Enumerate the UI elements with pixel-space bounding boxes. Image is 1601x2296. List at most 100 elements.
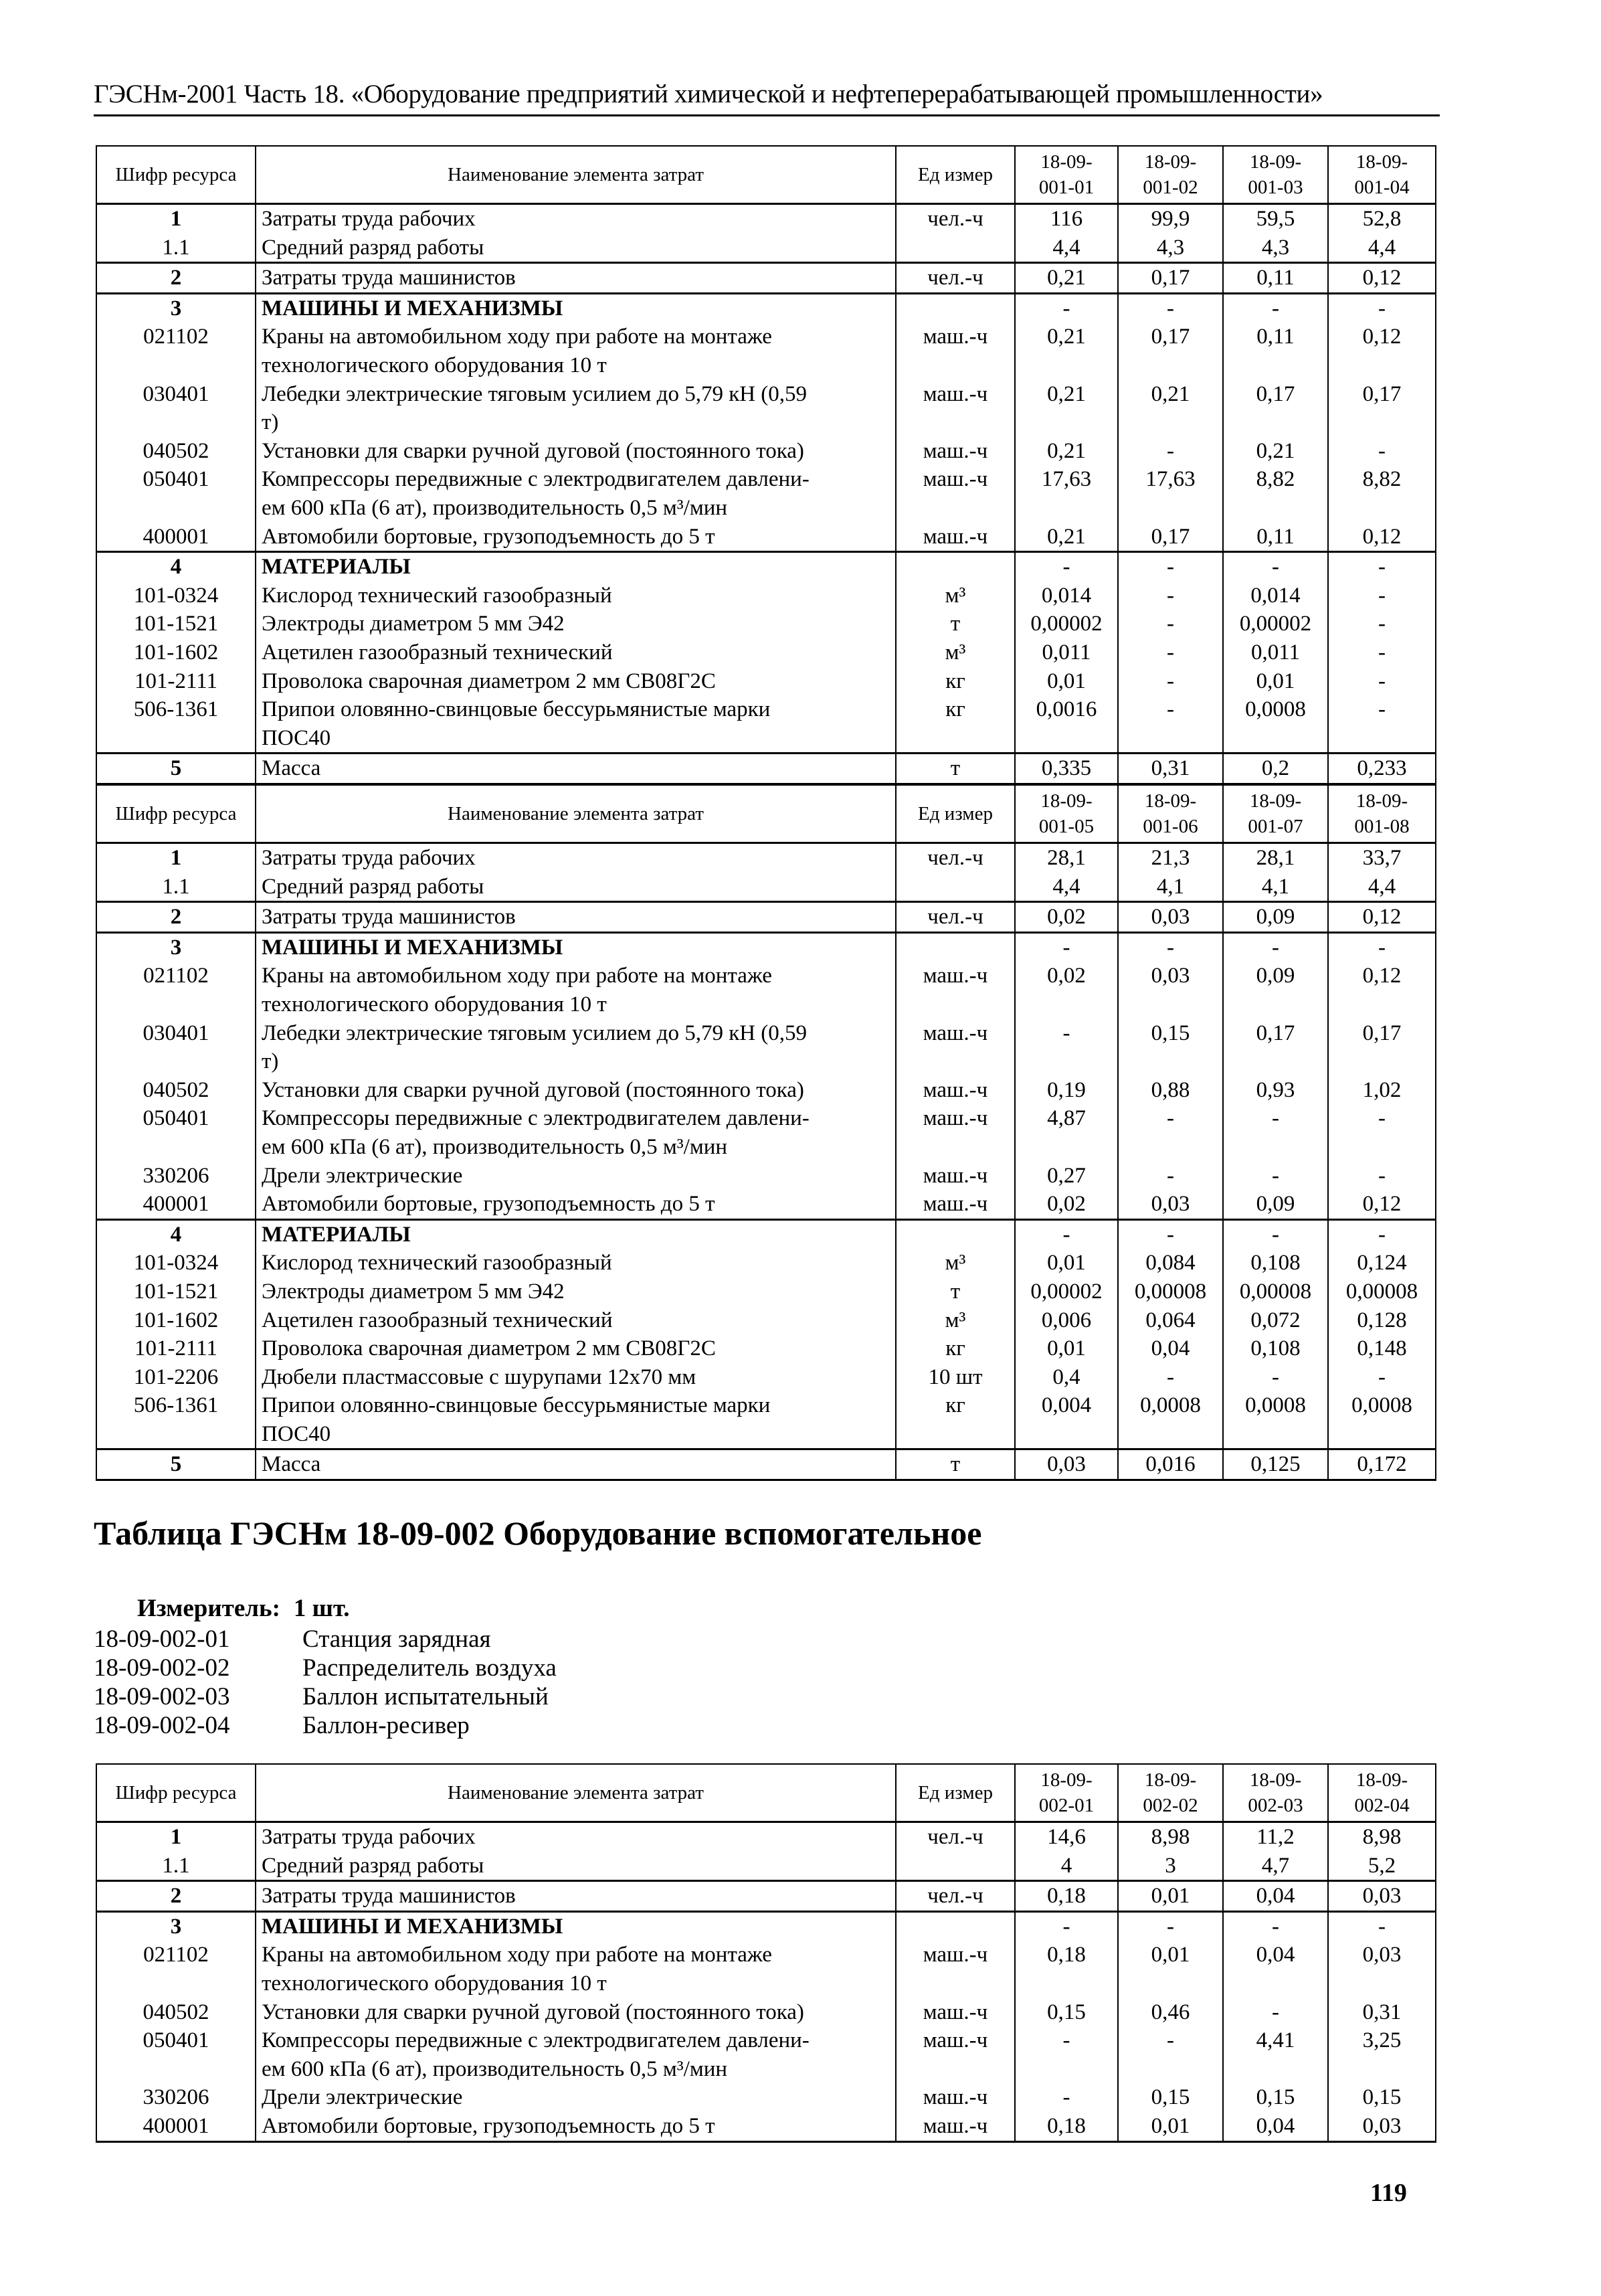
- variant-name: Станция зарядная: [302, 1625, 491, 1653]
- norm-value: 8,98: [1327, 1820, 1436, 1852]
- resource-code: 050401: [96, 1104, 256, 1162]
- norm-value: -: [1327, 292, 1436, 323]
- norm-value: 0,17: [1222, 1019, 1329, 1076]
- resource-code: 101-1602: [96, 638, 256, 667]
- resource-code: 101-0324: [96, 1249, 256, 1277]
- norm-value: -: [1222, 1910, 1329, 1941]
- resource-name: Ацетилен газообразный технический: [255, 1306, 897, 1335]
- norm-value: 0,064: [1117, 1306, 1224, 1335]
- norm-value: 4,1: [1222, 872, 1329, 902]
- resource-name: Лебедки электрические тяговым усилием до…: [255, 1019, 897, 1076]
- resource-code: 040502: [96, 1998, 256, 2027]
- norm-value: 8,98: [1117, 1820, 1224, 1852]
- norm-value: -: [1327, 931, 1436, 962]
- norm-value: -: [1014, 1910, 1119, 1941]
- running-header: ГЭСНм-2001 Часть 18. «Оборудование предп…: [94, 79, 1440, 116]
- norm-value: -: [1117, 1910, 1224, 1941]
- resource-name: Проволока сварочная диаметром 2 мм СВ08Г…: [255, 667, 897, 696]
- norm-value: -: [1117, 667, 1224, 696]
- norm-value: 0,09: [1222, 1190, 1329, 1220]
- unit: маш.-ч: [895, 1075, 1016, 1105]
- norm-value: 1,02: [1327, 1075, 1436, 1105]
- resource-code: 1: [96, 841, 256, 873]
- norm-value: 5,2: [1327, 1851, 1436, 1881]
- unit: маш.-ч: [895, 1104, 1016, 1162]
- header-name: Наименование элемента затрат: [255, 784, 897, 844]
- meter: Измеритель: 1 шт.: [137, 1594, 350, 1623]
- norm-value: 0,01: [1117, 2111, 1224, 2143]
- header-norm-code: 18-09- 001-04: [1327, 145, 1436, 205]
- table-row: 040502 Установки для сварки ручной дугово…: [96, 436, 1436, 466]
- norm-value: -: [1327, 1362, 1436, 1392]
- norm-value: 4,4: [1327, 233, 1436, 263]
- norm-value: 0,014: [1222, 581, 1329, 610]
- table-row: 1.1 Средний разряд работы 4 3 4,7 5,2: [96, 1851, 1436, 1881]
- norm-value: 0,108: [1222, 1249, 1329, 1277]
- table-row: 4 МАТЕРИАЛЫ - - - -: [96, 551, 1436, 582]
- resource-name: Дюбели пластмассовые с шурупами 12х70 мм: [255, 1362, 897, 1392]
- variant-list: 18-09-002-01 Станция зарядная 18-09-002-0…: [94, 1625, 557, 1740]
- norm-value: -: [1327, 551, 1436, 582]
- resource-name: Автомобили бортовые, грузоподъемность до…: [255, 522, 897, 552]
- variant-item: 18-09-002-03 Баллон испытательный: [94, 1682, 557, 1711]
- resource-code: 4: [96, 1218, 256, 1249]
- norm-value: 0,93: [1222, 1075, 1329, 1105]
- norm-value: 0,148: [1327, 1334, 1436, 1363]
- resource-code: 2: [96, 262, 256, 294]
- resource-name: Припои оловянно-свинцовые бессурьмянисты…: [255, 695, 897, 754]
- resource-name: Дрели электрические: [255, 1161, 897, 1190]
- norm-value: -: [1327, 1104, 1436, 1162]
- resource-name: Средний разряд работы: [255, 1851, 897, 1881]
- unit: маш.-ч: [895, 962, 1016, 1019]
- norm-value: -: [1117, 638, 1224, 667]
- resource-name: МАТЕРИАЛЫ: [255, 1218, 897, 1249]
- resource-name: Затраты труда машинистов: [255, 901, 897, 933]
- norm-value: -: [1222, 551, 1329, 582]
- norm-value: 33,7: [1327, 841, 1436, 873]
- norm-value: 0,01: [1117, 1880, 1224, 1912]
- variant-code: 18-09-002-02: [94, 1654, 230, 1682]
- table-row: 101-2111 Проволока сварочная диаметром 2 …: [96, 1334, 1436, 1363]
- norm-value: -: [1327, 610, 1436, 638]
- resource-code: 1.1: [96, 233, 256, 263]
- resource-code: 101-2206: [96, 1362, 256, 1392]
- norm-value: 0,006: [1014, 1306, 1119, 1335]
- resource-name: Компрессоры передвижные с электродвигате…: [255, 1104, 897, 1162]
- norm-value: 0,172: [1327, 1448, 1436, 1482]
- norm-value: 0,0008: [1222, 1391, 1329, 1449]
- norm-value: 0,17: [1327, 1019, 1436, 1076]
- table-row: 101-2206 Дюбели пластмассовые с шурупами …: [96, 1362, 1436, 1392]
- norm-value: 0,01: [1222, 667, 1329, 696]
- resource-code: 050401: [96, 465, 256, 523]
- norm-value: 0,12: [1327, 262, 1436, 294]
- norm-value: 0,011: [1014, 638, 1119, 667]
- norm-value: 0,004: [1014, 1391, 1119, 1449]
- table-header-row: Шифр ресурса Наименование элемента затрат…: [96, 784, 1436, 844]
- norm-value: 8,82: [1327, 465, 1436, 523]
- resource-code: 101-1602: [96, 1306, 256, 1335]
- norm-value: 0,01: [1014, 1249, 1119, 1277]
- norm-value: 0,00002: [1014, 610, 1119, 638]
- unit: маш.-ч: [895, 1161, 1016, 1190]
- norm-value: -: [1222, 292, 1329, 323]
- table-row: 3 МАШИНЫ И МЕХАНИЗМЫ - - - -: [96, 1910, 1436, 1941]
- unit: чел.-ч: [895, 1880, 1016, 1912]
- unit: маш.-ч: [895, 2083, 1016, 2112]
- resource-code: 021102: [96, 323, 256, 380]
- norm-value: 0,11: [1222, 262, 1329, 294]
- norm-value: 0,21: [1014, 379, 1119, 437]
- table-row: 3 МАШИНЫ И МЕХАНИЗМЫ - - - -: [96, 931, 1436, 962]
- norm-value: 0,31: [1117, 752, 1224, 785]
- norm-value: 0,09: [1222, 962, 1329, 1019]
- norm-value: 0,016: [1117, 1448, 1224, 1482]
- norm-value: 0,12: [1327, 901, 1436, 933]
- norm-value: 3,25: [1327, 2026, 1436, 2084]
- resource-code: 3: [96, 1910, 256, 1941]
- meter-value: 1 шт.: [293, 1595, 350, 1622]
- norm-value: -: [1117, 1104, 1224, 1162]
- resource-name: Припои оловянно-свинцовые бессурьмянисты…: [255, 1391, 897, 1449]
- norm-value: 0,03: [1327, 2111, 1436, 2143]
- unit: т: [895, 752, 1016, 785]
- norm-value: -: [1117, 581, 1224, 610]
- resource-code: 101-1521: [96, 610, 256, 638]
